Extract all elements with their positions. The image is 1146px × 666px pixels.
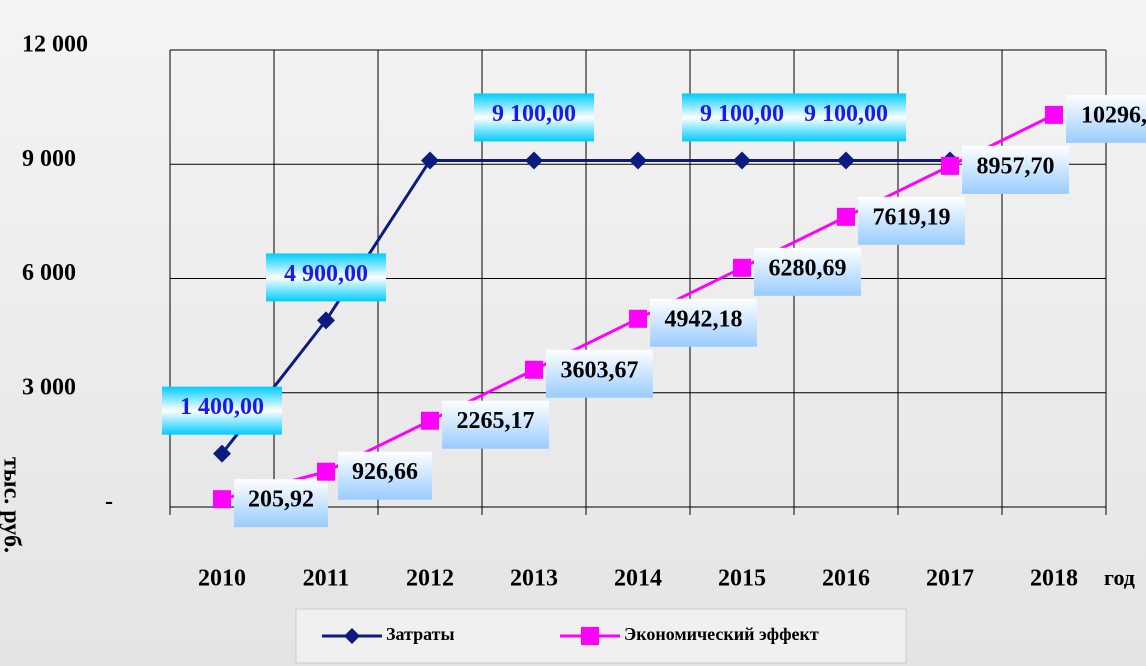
data-label: 9 100,00 bbox=[492, 101, 576, 127]
label-box bbox=[650, 298, 757, 347]
y-tick-label: 6 000 bbox=[22, 260, 76, 286]
legend-marker bbox=[581, 627, 599, 645]
marker bbox=[733, 258, 751, 277]
x-axis-title: год bbox=[1104, 565, 1135, 590]
data-label: 6280,69 bbox=[769, 255, 847, 281]
x-tick-label: 2018 bbox=[1030, 566, 1078, 592]
x-tick-label: 2016 bbox=[822, 566, 870, 592]
label-box bbox=[474, 93, 594, 142]
label-box bbox=[442, 400, 549, 449]
data-label: 9 100,00 bbox=[804, 101, 888, 127]
data-label: 926,66 bbox=[352, 459, 418, 485]
label-box bbox=[786, 93, 906, 142]
y-tick-label: - bbox=[105, 489, 113, 515]
legend-label: Экономический эффект bbox=[624, 624, 819, 644]
label-box bbox=[234, 479, 328, 528]
y-axis-title: тыс. руб. bbox=[0, 457, 25, 553]
marker bbox=[525, 151, 543, 170]
x-tick-label: 2015 bbox=[718, 566, 766, 592]
label-box bbox=[754, 247, 861, 296]
marker bbox=[733, 151, 751, 170]
marker bbox=[837, 151, 855, 170]
label-box bbox=[338, 451, 432, 500]
marker bbox=[629, 309, 647, 328]
y-tick-label: 9 000 bbox=[22, 146, 76, 172]
marker bbox=[213, 490, 231, 509]
marker bbox=[629, 151, 647, 170]
data-label: 4942,18 bbox=[665, 306, 743, 332]
y-tick-label: 3 000 bbox=[22, 374, 76, 400]
data-label: 1 400,00 bbox=[180, 394, 264, 420]
data-label: 7619,19 bbox=[873, 204, 951, 230]
marker bbox=[213, 444, 231, 463]
data-label: 8957,70 bbox=[977, 153, 1055, 179]
label-box bbox=[1066, 94, 1146, 143]
marker bbox=[837, 207, 855, 226]
label-box bbox=[162, 386, 282, 435]
data-label: 4 900,00 bbox=[284, 261, 368, 287]
marker bbox=[421, 411, 439, 430]
data-label: 205,92 bbox=[248, 487, 314, 513]
x-tick-label: 2012 bbox=[406, 566, 454, 592]
marker bbox=[317, 462, 335, 481]
legend-label: Затраты bbox=[386, 624, 455, 644]
y-tick-label: 12 000 bbox=[22, 32, 88, 58]
marker bbox=[941, 156, 959, 175]
label-box bbox=[858, 196, 965, 245]
x-tick-label: 2010 bbox=[198, 566, 246, 592]
x-tick-label: 2011 bbox=[303, 566, 350, 592]
marker bbox=[525, 360, 543, 379]
label-box bbox=[266, 253, 386, 302]
label-box bbox=[682, 93, 802, 142]
marker bbox=[421, 151, 439, 170]
marker bbox=[1045, 105, 1063, 124]
data-label: 3603,67 bbox=[561, 357, 639, 383]
label-box bbox=[546, 349, 653, 398]
data-label: 2265,17 bbox=[457, 408, 535, 434]
data-label: 9 100,00 bbox=[700, 101, 784, 127]
legend-marker bbox=[344, 628, 360, 644]
x-tick-label: 2014 bbox=[614, 566, 662, 592]
x-tick-label: 2017 bbox=[926, 566, 974, 592]
label-box bbox=[962, 145, 1069, 194]
x-tick-label: 2013 bbox=[510, 566, 558, 592]
data-label: 10296,21 bbox=[1081, 102, 1146, 128]
marker bbox=[317, 311, 335, 330]
